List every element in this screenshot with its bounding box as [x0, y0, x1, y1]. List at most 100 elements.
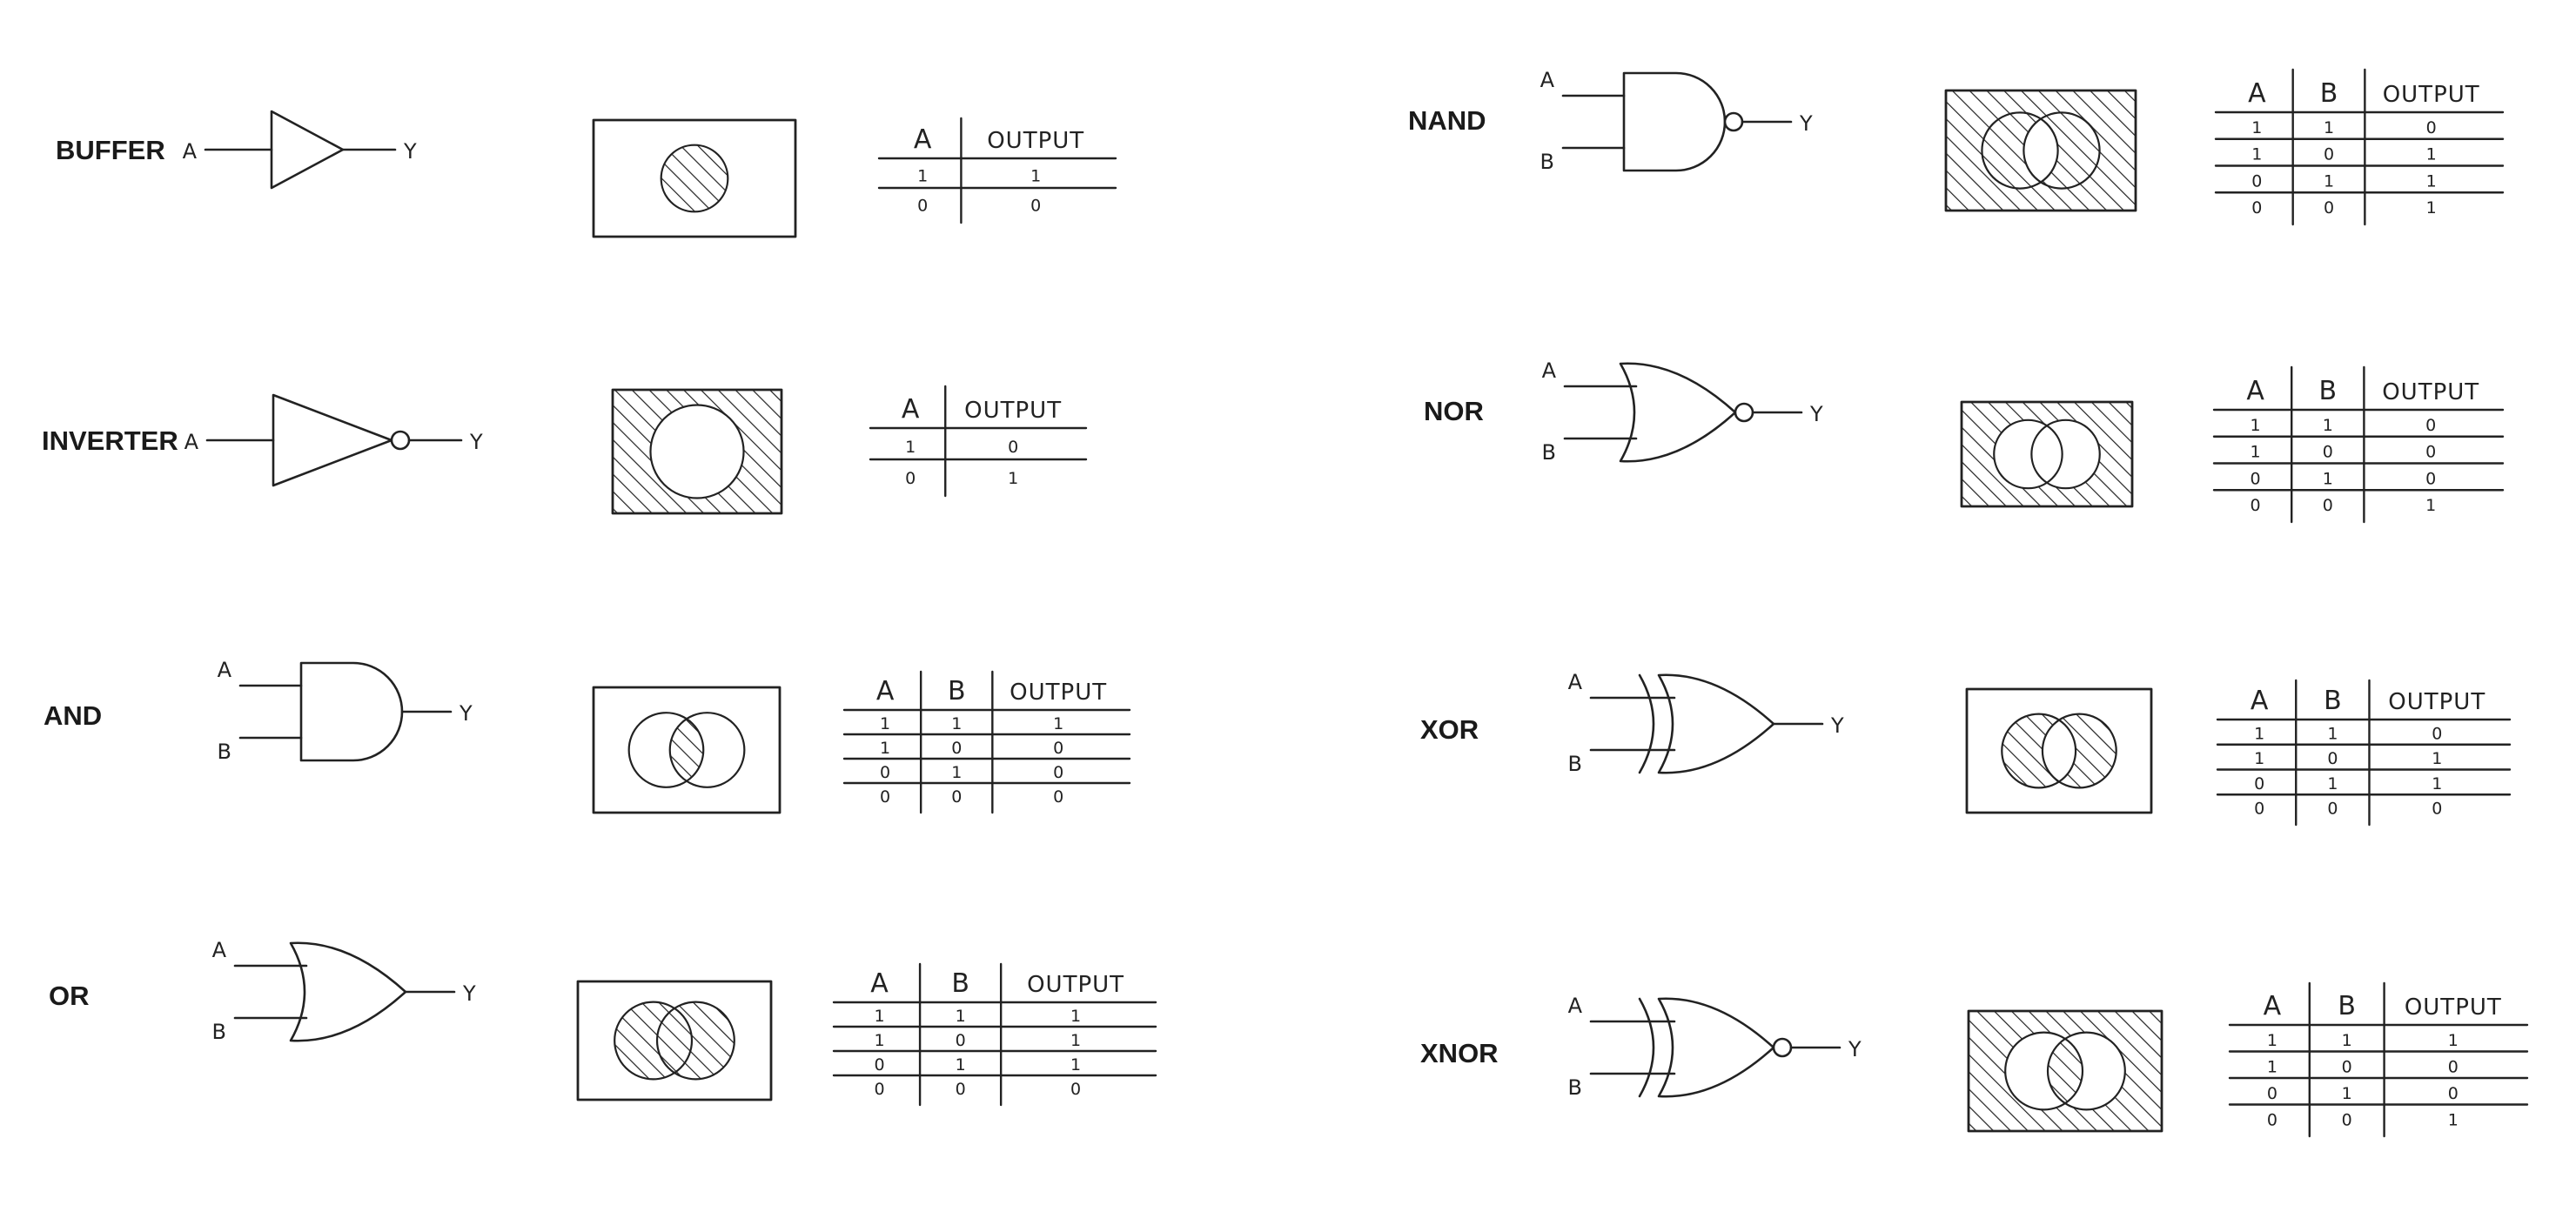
or-gate-symbol: A B Y — [212, 938, 476, 1044]
inverter-gate-name: INVERTER — [42, 425, 178, 456]
xnor-table-cell: 1 — [2342, 1031, 2352, 1050]
xor-table-cell: 0 — [2327, 800, 2338, 819]
nor-venn-frame — [1960, 400, 2134, 508]
nand-gate-name: NAND — [1408, 105, 1486, 136]
and-venn-circle-a — [627, 712, 705, 788]
xor-table-cell: 1 — [2254, 749, 2264, 768]
buffer-triangle — [270, 110, 345, 190]
nand-table-cell: 1 — [2426, 198, 2437, 218]
and-table-cell: 0 — [951, 739, 962, 758]
xor-venn-circle-b — [2041, 713, 2117, 789]
or-table-header-1: B — [951, 968, 969, 999]
nor-or-body — [1619, 362, 1737, 463]
and-table-header-2: OUTPUT — [1010, 680, 1107, 706]
and-table-cell: 1 — [951, 763, 962, 782]
buffer-table-header-1: OUTPUT — [987, 128, 1084, 154]
inverter-truth-table: A OUTPUT 1 0 0 1 — [869, 385, 1088, 498]
nand-venn-frame — [1944, 89, 2137, 212]
nand-table-cell: 1 — [2426, 145, 2437, 164]
inverter-table-cell: 1 — [1008, 469, 1018, 488]
xor-venn-circle-a — [2001, 713, 2077, 789]
xor-xor-back-curve — [1638, 673, 1655, 774]
xnor-table-cell: 0 — [2342, 1057, 2352, 1076]
nor-table-cell: 0 — [2251, 496, 2261, 515]
nor-truth-table: A B OUTPUT 1 1 0 1 0 0 0 1 0 0 0 1 — [2212, 365, 2505, 524]
xor-table-cell: 0 — [2432, 724, 2442, 743]
xor-table-cell: 1 — [2327, 724, 2338, 743]
inverter-table-header-1: OUTPUT — [964, 398, 1062, 424]
or-table-cell: 1 — [874, 1007, 884, 1026]
nor-venn-circle-a — [1993, 418, 2063, 490]
nand-table-cell: 1 — [2251, 118, 2262, 137]
xnor-row: XNOR A B Y A B OUTPUT 1 1 1 1 0 0 0 1 0 0 0 1 — [1420, 981, 2529, 1138]
xor-venn-frame — [1965, 687, 2153, 814]
nand-output-label: Y — [1799, 111, 1813, 136]
nor-table-cell: 0 — [2425, 416, 2436, 435]
and-truth-table: A B OUTPUT 1 1 1 1 0 0 0 1 0 0 0 0 — [842, 670, 1131, 814]
nand-table-header-1: B — [2320, 78, 2338, 109]
buffer-table-cell: 0 — [1030, 197, 1041, 216]
or-table-cell: 1 — [1070, 1055, 1081, 1075]
or-venn-circle-a — [614, 1001, 694, 1081]
and-input-label-a: A — [218, 658, 232, 682]
xnor-table-cell: 0 — [2448, 1084, 2459, 1103]
buffer-input-label-a: A — [183, 139, 198, 164]
nor-table-cell: 1 — [2323, 416, 2333, 435]
inverter-triangle — [272, 393, 393, 487]
xnor-input-label-b: B — [1568, 1075, 1582, 1100]
buffer-gate-name: BUFFER — [56, 135, 165, 165]
buffer-venn-diagram — [592, 118, 797, 238]
nand-table-cell: 0 — [2324, 198, 2334, 218]
nand-table-cell: 0 — [2251, 198, 2262, 218]
inverter-venn-diagram — [611, 388, 783, 515]
or-table-cell: 1 — [874, 1031, 884, 1050]
buffer-table-header-0: A — [914, 124, 932, 155]
and-venn-circle-b — [668, 712, 746, 788]
or-gate-name: OR — [49, 981, 90, 1011]
nand-row: NAND A B Y A B OUTPUT 1 1 0 1 0 1 0 1 1 0 0 1 — [1408, 68, 2505, 226]
nand-input-label-a: A — [1540, 68, 1555, 92]
or-table-header-2: OUTPUT — [1027, 972, 1124, 998]
xor-table-cell: 0 — [2327, 749, 2338, 768]
xnor-venn-circle-b — [2046, 1031, 2126, 1111]
nand-negation-bubble — [1723, 111, 1744, 132]
buffer-table-cell: 0 — [917, 197, 928, 216]
and-table-cell: 0 — [1053, 787, 1063, 807]
or-venn-circle-b — [655, 1001, 735, 1081]
nor-input-label-a: A — [1542, 358, 1557, 383]
buffer-table-cell: 1 — [1030, 167, 1041, 186]
or-or-body — [289, 941, 407, 1042]
nor-gate-symbol: A B Y — [1542, 358, 1823, 465]
nand-venn-diagram — [1944, 89, 2137, 212]
nor-negation-bubble — [1734, 402, 1754, 423]
xor-table-header-2: OUTPUT — [2388, 689, 2485, 715]
nand-table-header-2: OUTPUT — [2383, 82, 2480, 108]
buffer-venn-frame — [592, 118, 797, 238]
nand-venn-cutout — [2023, 112, 2058, 189]
xnor-gate-name: XNOR — [1420, 1038, 1499, 1068]
buffer-venn-shading — [661, 144, 728, 212]
nor-row: NOR A B Y A B OUTPUT 1 1 0 1 0 0 0 1 0 0 0 1 — [1424, 358, 2505, 524]
nand-venn-circle-a — [1981, 111, 2059, 190]
inverter-venn-circle-a — [649, 404, 745, 499]
xnor-or-body — [1657, 997, 1775, 1098]
and-and-body — [299, 661, 404, 762]
nand-table-cell: 0 — [2426, 118, 2437, 137]
nor-venn-diagram — [1960, 400, 2134, 508]
nand-table-cell: 1 — [2324, 171, 2334, 191]
buffer-venn-circle-a — [660, 144, 729, 213]
and-venn-diagram — [592, 686, 782, 814]
xor-table-cell: 1 — [2432, 749, 2442, 768]
or-table-header-0: A — [870, 968, 889, 999]
xor-input-label-b: B — [1568, 752, 1582, 776]
nand-table-cell: 0 — [2324, 145, 2334, 164]
xor-table-cell: 1 — [2327, 774, 2338, 793]
and-gate-symbol: A B Y — [218, 658, 473, 764]
nor-table-cell: 0 — [2323, 496, 2333, 515]
or-table-cell: 0 — [956, 1031, 966, 1050]
xnor-venn-frame — [1967, 1009, 2163, 1133]
nor-table-header-1: B — [2319, 376, 2338, 406]
xnor-table-cell: 1 — [2267, 1057, 2277, 1076]
